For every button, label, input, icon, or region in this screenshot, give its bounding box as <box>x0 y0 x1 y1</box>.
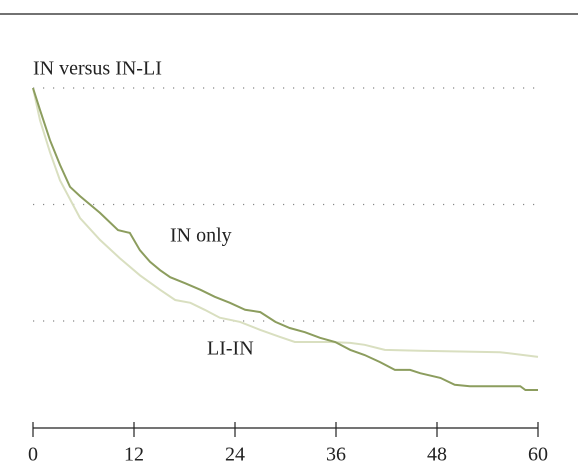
x-tick-label: 12 <box>124 444 144 466</box>
line <box>32 87 538 391</box>
chart-title: IN versus IN-LI <box>33 58 162 80</box>
x-tick-label: 60 <box>528 444 548 466</box>
x-tick-label: 0 <box>28 444 38 466</box>
line <box>32 87 539 358</box>
annotation: IN only <box>170 225 232 247</box>
x-tick-label: 36 <box>326 444 346 466</box>
x-tick-label: 48 <box>427 444 447 466</box>
annotation: LI-IN <box>207 338 254 360</box>
x-tick-label: 24 <box>225 444 245 466</box>
